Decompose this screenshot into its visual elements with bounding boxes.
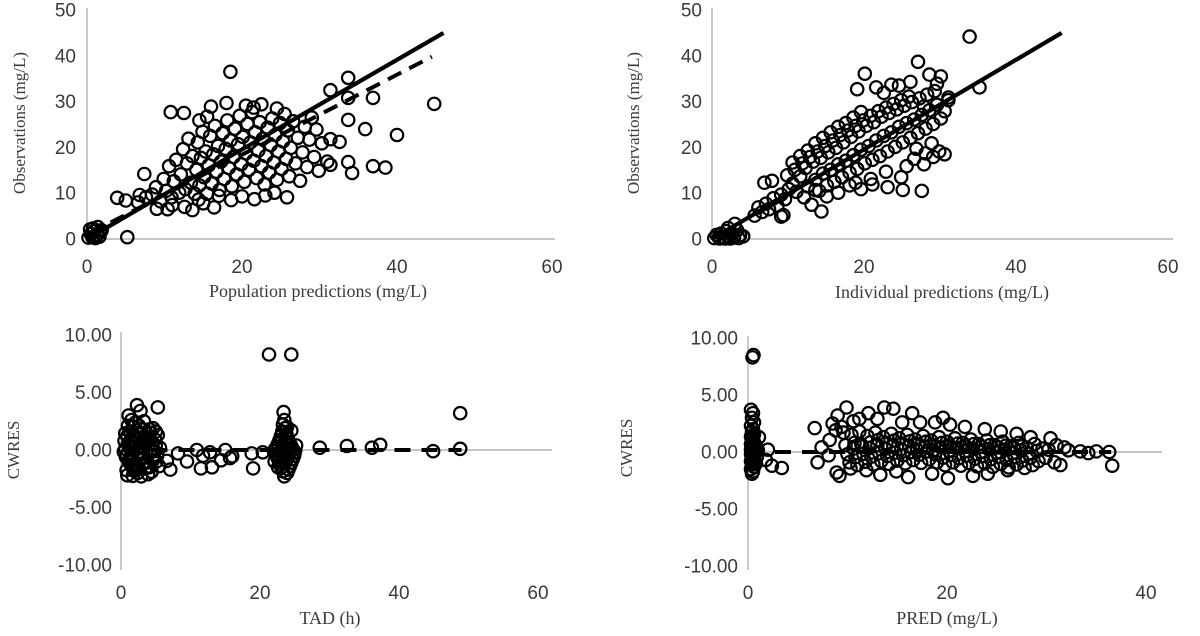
axis-lines — [86, 8, 555, 240]
svg-text:40: 40 — [1135, 583, 1156, 604]
svg-text:0: 0 — [691, 230, 702, 251]
svg-text:20: 20 — [249, 583, 270, 604]
svg-text:30: 30 — [681, 92, 702, 113]
scatter-plot-cwres-vs-tad: 0 20 40 60 10.00 5.00 0.00 -5.00 -10.00 — [58, 326, 552, 604]
x-tick-labels: 0 20 40 — [743, 583, 1157, 604]
scatter-points — [116, 347, 468, 484]
svg-text:0: 0 — [116, 583, 127, 604]
svg-text:40: 40 — [386, 257, 407, 278]
y-axis-title: Observations (mg/L) — [10, 51, 29, 195]
svg-text:20: 20 — [853, 257, 874, 278]
svg-text:20: 20 — [936, 583, 957, 604]
svg-text:60: 60 — [541, 257, 562, 278]
svg-text:10: 10 — [55, 184, 76, 205]
svg-text:20: 20 — [681, 138, 702, 159]
svg-text:0: 0 — [82, 257, 93, 278]
svg-text:0: 0 — [65, 230, 76, 251]
svg-text:-5.00: -5.00 — [695, 500, 738, 521]
svg-text:-10.00: -10.00 — [58, 556, 112, 577]
y-tick-labels: 50 40 30 20 10 0 — [55, 1, 76, 251]
y-tick-labels: 50 40 30 20 10 0 — [681, 1, 702, 251]
y-axis-title: CWRES — [617, 418, 636, 478]
panel-obs-vs-population-predictions: 0 20 40 60 50 40 30 20 10 0 Observations (mg/L) P… — [0, 0, 600, 318]
svg-text:-5.00: -5.00 — [69, 498, 112, 519]
identity-line — [85, 31, 445, 241]
scatter-points — [81, 64, 442, 246]
x-axis-title: Population predictions (mg/L) — [209, 281, 427, 301]
svg-text:40: 40 — [55, 46, 76, 67]
scatter-points — [743, 347, 1120, 486]
svg-text:20: 20 — [231, 257, 252, 278]
scatter-plot-obs-vs-ipred: 0 20 40 60 50 40 30 20 10 0 — [681, 1, 1179, 279]
regression-line — [88, 54, 433, 236]
panel-obs-vs-individual-predictions: 0 20 40 60 50 40 30 20 10 0 Observations (mg/L) I… — [600, 0, 1200, 318]
axis-lines — [711, 8, 1173, 240]
scatter-plot-obs-vs-pred: 0 20 40 60 50 40 30 20 10 0 — [55, 1, 563, 279]
svg-text:40: 40 — [388, 583, 409, 604]
x-axis-title: TAD (h) — [299, 608, 361, 628]
svg-text:-10.00: -10.00 — [684, 557, 738, 578]
svg-text:40: 40 — [681, 46, 702, 67]
y-axis-title: CWRES — [4, 420, 23, 480]
svg-text:30: 30 — [55, 92, 76, 113]
x-tick-labels: 0 20 40 60 — [707, 257, 1179, 278]
x-axis-title: PRED (mg/L) — [896, 608, 998, 628]
svg-text:5.00: 5.00 — [75, 383, 112, 404]
svg-text:0: 0 — [743, 583, 754, 604]
svg-text:60: 60 — [527, 583, 548, 604]
identity-line — [710, 31, 1063, 241]
x-tick-labels: 0 20 40 60 — [82, 257, 563, 278]
panel-cwres-vs-tad: 0 20 40 60 10.00 5.00 0.00 -5.00 -10.00 CWRES TA… — [0, 318, 600, 636]
svg-text:40: 40 — [1005, 257, 1026, 278]
panel-cwres-vs-pred: 0 20 40 10.00 5.00 0.00 -5.00 -10.00 CWRES PRED… — [600, 318, 1200, 636]
x-axis-title: Individual predictions (mg/L) — [835, 282, 1049, 302]
svg-text:50: 50 — [55, 1, 76, 22]
svg-text:0.00: 0.00 — [701, 443, 738, 464]
svg-text:0.00: 0.00 — [75, 441, 112, 462]
y-tick-labels: 10.00 5.00 0.00 -5.00 -10.00 — [58, 326, 112, 577]
y-tick-labels: 10.00 5.00 0.00 -5.00 -10.00 — [684, 329, 738, 578]
svg-text:20: 20 — [55, 138, 76, 159]
svg-text:60: 60 — [1157, 257, 1178, 278]
svg-text:50: 50 — [681, 1, 702, 22]
svg-text:10.00: 10.00 — [690, 329, 738, 350]
svg-text:10: 10 — [681, 184, 702, 205]
x-tick-labels: 0 20 40 60 — [116, 583, 549, 604]
y-axis-title: Observations (mg/L) — [624, 51, 643, 195]
scatter-plot-cwres-vs-pred: 0 20 40 10.00 5.00 0.00 -5.00 -10.00 — [684, 329, 1162, 604]
scatter-points — [707, 29, 987, 246]
svg-text:10.00: 10.00 — [64, 326, 112, 347]
svg-text:5.00: 5.00 — [701, 386, 738, 407]
svg-text:0: 0 — [707, 257, 718, 278]
